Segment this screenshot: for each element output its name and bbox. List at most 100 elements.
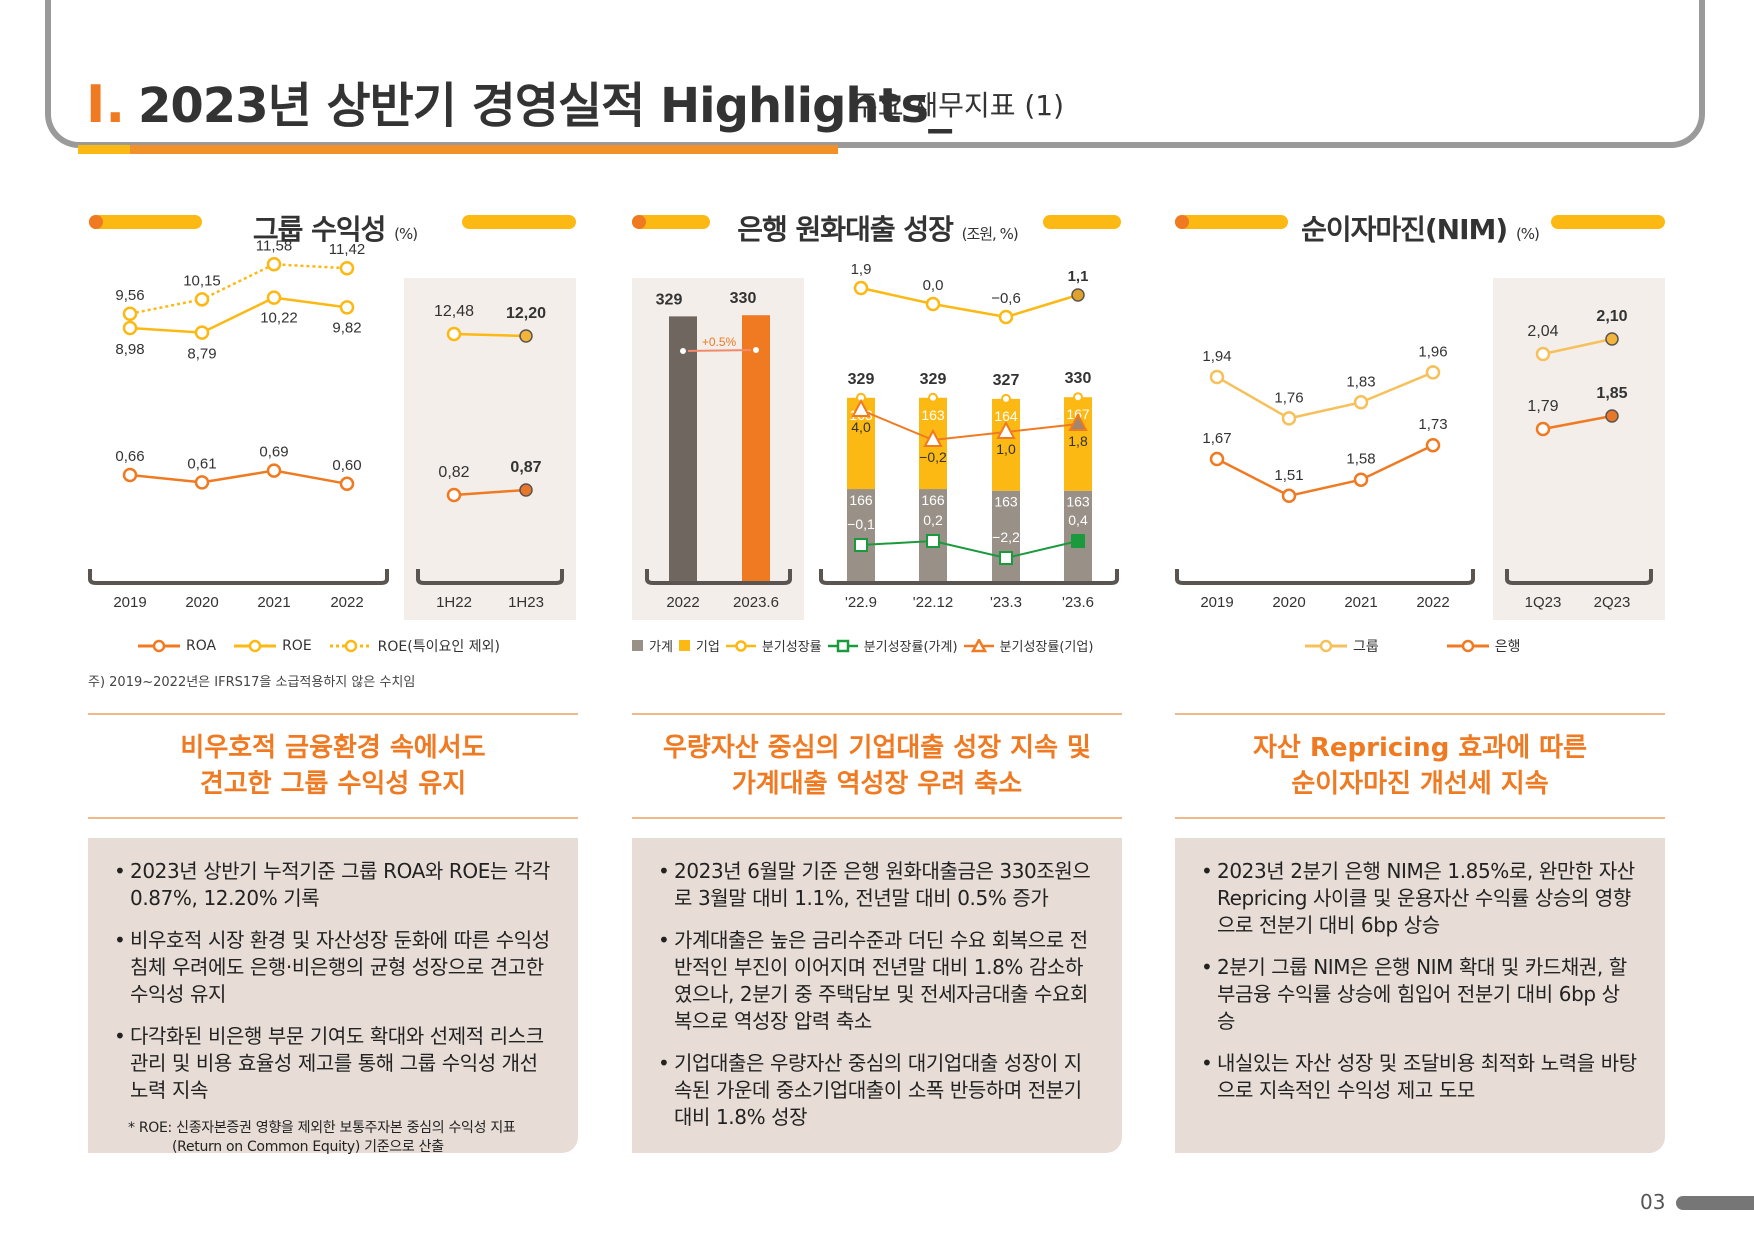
bullet-item: 내실있는 자산 성장 및 조달비용 최적화 노력을 바탕으로 지속적인 수익성 …: [1201, 1050, 1637, 1104]
header-frame: [45, 0, 1705, 148]
bullet-item: 가계대출은 높은 금리수준과 더딘 수요 회복으로 전반적인 부진이 이어지며 …: [658, 927, 1094, 1035]
data-label: 2,04: [1527, 323, 1558, 340]
roe-line: [129, 296, 348, 334]
data-label: 1,9: [851, 261, 872, 278]
data-label: 1,51: [1274, 467, 1303, 484]
x-tick-label: 2023.6: [733, 594, 779, 611]
legend-label: 분기성장률: [761, 640, 822, 655]
data-label: 10,22: [260, 310, 298, 327]
bar-household: [847, 489, 875, 582]
bar-household: [992, 490, 1020, 582]
data-label: 11,42: [329, 241, 365, 258]
nim-bank-point: [1209, 451, 1225, 467]
legend-label: 가계: [649, 640, 673, 655]
qgrowth-hh-point: [854, 538, 868, 552]
data-label: 0,4: [1068, 512, 1088, 528]
title-pill-left: [89, 215, 202, 229]
nim-bank-point: [1425, 437, 1441, 453]
highlight-nim: 자산 Repricing 효과에 따른 순이자마진 개선세 지속: [1175, 713, 1665, 819]
roe-adj-point: [339, 260, 355, 276]
data-label: 1,1: [1068, 268, 1089, 285]
qgrowth-corp-point: [923, 428, 943, 447]
roa-point: [194, 475, 210, 490]
highlight-group: 비우호적 금융환경 속에서도 견고한 그룹 수익성 유지: [88, 713, 578, 819]
summary-box-nim: 2023년 2분기 은행 NIM은 1.85%로, 완만한 자산 Reprici…: [1175, 838, 1665, 1153]
qgrowth-corp-point: [996, 420, 1016, 439]
qgrowth-hh-line: [860, 539, 1079, 560]
axis-bracket: [1175, 569, 1475, 585]
legend-label: 기업: [695, 640, 720, 655]
bullet-item: 2023년 2분기 은행 NIM은 1.85%로, 완만한 자산 Reprici…: [1201, 858, 1637, 939]
bar-top-point: [928, 392, 938, 403]
nim-group-point: [1281, 411, 1297, 426]
section-title-group: 그룹 수익성 (%): [210, 208, 460, 248]
qgrowth-corp-line: [860, 409, 1079, 442]
data-label: +0.5%: [702, 335, 737, 349]
roe-adj-point: [122, 306, 138, 322]
bar-top-point: [1073, 392, 1083, 403]
qgrowth-point: [853, 280, 869, 296]
section-title-text: 순이자마진(NIM): [1301, 213, 1508, 246]
data-label: 1,0: [996, 441, 1016, 457]
data-label: −0,1: [847, 516, 875, 532]
qgrowth-point: [998, 309, 1014, 325]
x-tick-label: 2021: [1344, 594, 1377, 611]
data-label: 12,20: [506, 305, 546, 322]
bullet-item: 다각화된 비은행 부문 기여도 확대와 선제적 리스크 관리 및 비용 효율성 …: [114, 1023, 550, 1104]
section-number: I.: [86, 75, 126, 135]
highlight-line: 가계대출 역성장 우려 축소: [731, 769, 1023, 799]
roa-half-point: [446, 487, 462, 503]
title-pill-left: [632, 215, 710, 229]
legend-bank: 가계 기업 분기성장률 분기성장률(가계) 분기성장률(기업): [632, 636, 1093, 655]
roe-adj-point: [194, 292, 210, 307]
nim-bank-q-line: [1542, 414, 1613, 431]
x-tick-label: 1H23: [508, 594, 544, 611]
data-label: 9,82: [332, 319, 361, 336]
roe-adj-point: [266, 257, 282, 272]
roa-point: [339, 476, 355, 492]
data-label: 12,48: [434, 303, 474, 320]
data-label: 10,15: [183, 272, 221, 289]
data-label: 1,67: [1202, 430, 1231, 447]
growth-connector: [682, 349, 757, 352]
nim-group-point: [1353, 395, 1369, 410]
roe-footnote: (Return on Common Equity) 기준으로 산출: [172, 1139, 444, 1155]
title-pill-left: [1175, 215, 1288, 229]
roe-half-point: [446, 326, 462, 342]
section-title-text: 그룹 수익성: [252, 213, 387, 246]
section-title-nim: 순이자마진(NIM) (%): [1290, 208, 1550, 248]
page-bar: [1676, 1196, 1754, 1210]
bar-top-point: [751, 345, 761, 355]
roe-footnote: * ROE: 신종자본증권 영향을 제외한 보통주자본 중심의 수익성 지표: [128, 1120, 516, 1136]
data-label: −2,2: [992, 529, 1020, 545]
axis-bracket: [416, 569, 564, 585]
chart-panel-annual: [632, 278, 804, 620]
x-tick-label: 2020: [185, 594, 218, 611]
axis-bracket: [819, 569, 1119, 585]
chart-panel-quarter: [1493, 278, 1665, 620]
qgrowth-line: [860, 286, 1079, 319]
legend-item-roe-adj: ROE(특이요인 제외): [329, 636, 500, 656]
header-underline: [78, 145, 838, 154]
header-underline-accent: [78, 145, 130, 154]
data-label: 329: [920, 371, 947, 388]
data-label: −0,6: [991, 290, 1021, 307]
x-tick-label: '22.12: [913, 594, 953, 611]
nim-bank-line: [1216, 444, 1434, 498]
title-pill-right: [1551, 215, 1665, 229]
data-label: 166: [849, 492, 873, 508]
data-label: 2,10: [1596, 308, 1627, 325]
nim-group-q-point: [1605, 332, 1619, 346]
legend-label: 분기성장률(가계): [863, 640, 958, 655]
page-number: 03: [1640, 1190, 1666, 1214]
page-title: 2023년 상반기 경영실적 Highlights_: [138, 78, 952, 134]
legend-nim: 그룹 은행: [1305, 636, 1531, 656]
data-label: 11,58: [256, 237, 292, 254]
data-label: 163: [1066, 494, 1090, 510]
bar-top-point: [1001, 393, 1011, 404]
nim-group-point: [1209, 369, 1225, 385]
data-label: 166: [921, 492, 945, 508]
legend-item-qgrowth-corporate: 분기성장률(기업): [963, 636, 1093, 655]
bar-annual: [669, 316, 697, 582]
x-tick-label: 2022: [1416, 594, 1449, 611]
